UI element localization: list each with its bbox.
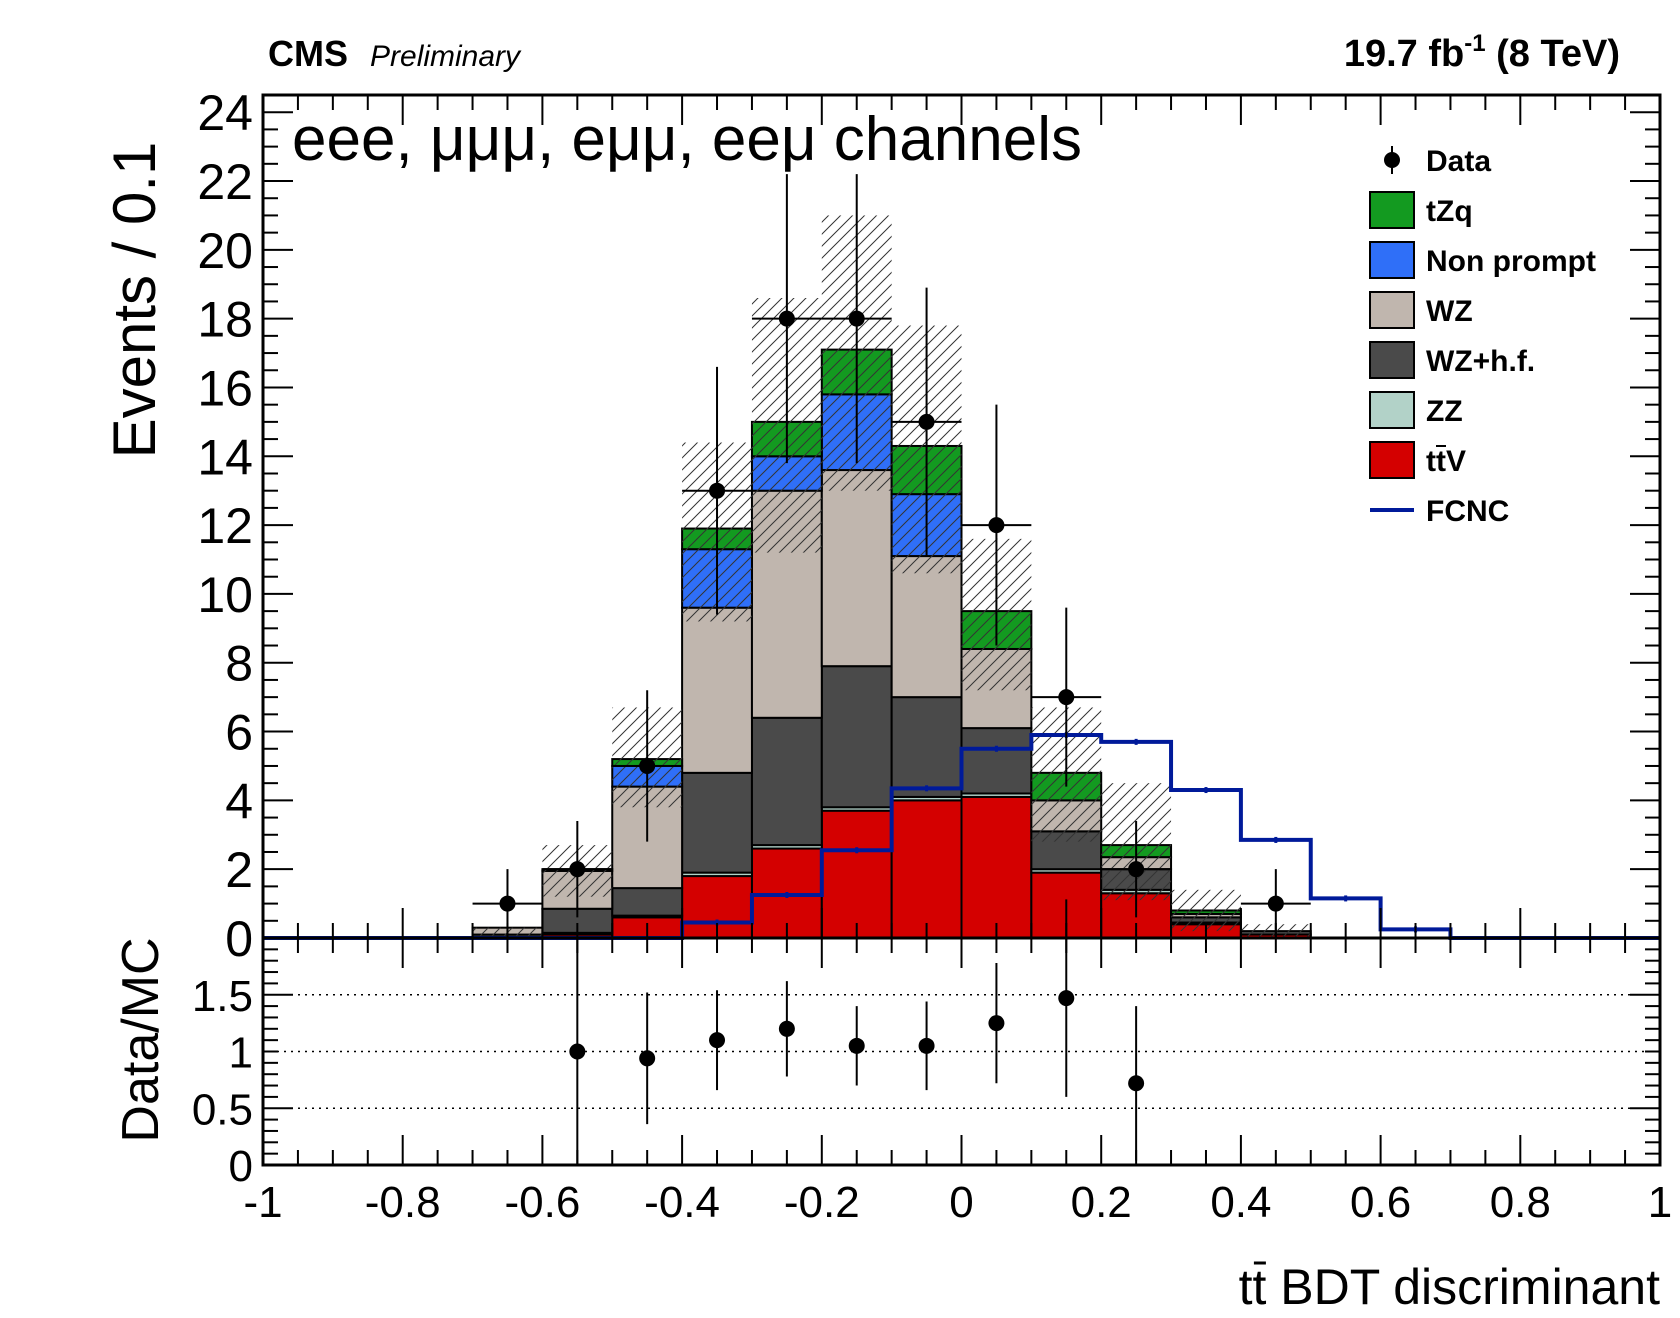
ratio-point-8 [1128,1075,1145,1092]
upper-ytick-label: 6 [225,705,253,761]
legend-swatch-zz [1369,391,1415,429]
ratio-point-7 [1058,990,1075,1007]
x-axis-title: tt BDT discriminant [1239,1259,1661,1315]
lumi-value: 19.7 fb [1344,33,1464,75]
upper-ytick-label: 8 [225,636,253,692]
upper-ytick-label: 18 [197,292,253,348]
data-point-3 [709,482,726,499]
ratio-point-3 [778,1020,795,1037]
upper-ytick-label: 4 [225,773,253,829]
lumi-energy: (8 TeV) [1486,33,1620,75]
bar-wz-h-f--5 [611,887,684,917]
legend-swatch-ttv [1369,441,1415,479]
bar-wz-9 [890,555,963,699]
data-point-0 [499,895,516,912]
xtick-label: 0.4 [1210,1178,1271,1227]
xtick-label: -1 [243,1178,282,1227]
data-point-7 [988,517,1005,534]
bar-wz-h-f--9 [890,696,963,798]
legend-label-non-prompt: Non prompt [1426,245,1596,278]
lower-ytick-label: 1.5 [192,972,253,1021]
lower-axes: 0 0.5 1 1.5 -1 -0.8 -0.6 -0.4 -0.2 0 0.2 0.4 0.6 0.8 1 [192,936,1672,1227]
legend-label-ttv: ttV [1426,445,1466,478]
lower-ytick-label: 0 [229,1142,253,1191]
xtick-label: -0.4 [644,1178,720,1227]
xtick-label: 0 [949,1178,973,1227]
data-point-9 [1128,861,1145,878]
data-point-2 [639,757,656,774]
upper-ytick-label: 0 [225,911,253,967]
legend: Data tZq Non prompt WZ WZ+h.f. ZZ ttV FCNC [1369,145,1596,528]
ratio-point-0 [569,1043,586,1060]
xtick-label: -0.2 [784,1178,860,1227]
xtick-label: 0.8 [1490,1178,1551,1227]
legend-swatch-wz [1369,291,1415,329]
lower-grid [263,994,1660,1109]
lower-y-axis-title: Data/MC [112,937,170,1142]
data-point-10 [1267,895,1284,912]
upper-ytick-label: 16 [197,360,253,416]
legend-swatch-non-prompt [1369,241,1415,279]
lower-ytick-label: 1 [229,1029,253,1078]
legend-data-marker [1384,152,1400,168]
lower-frame [261,936,1662,1167]
bar-wz-h-f--10 [960,727,1033,795]
ratio-point-1 [639,1050,656,1067]
upper-ytick-label: 12 [197,498,253,554]
upper-ytick-label: 24 [197,85,253,141]
ratio-point-5 [918,1037,935,1054]
ratio-point-2 [709,1032,726,1049]
xtick-label: 1 [1648,1178,1672,1227]
upper-ytick-label: 2 [225,842,253,898]
upper-data-points [472,174,1311,938]
cms-header: CMS Preliminary [268,33,522,74]
bar-wz-6 [681,606,753,774]
x-axis-title-main: tt [1239,1259,1267,1315]
data-point-8 [1058,689,1075,706]
legend-label-tzq: tZq [1426,195,1473,228]
legend-label-zz: ZZ [1426,395,1463,428]
legend-label-wz: WZ [1426,295,1473,328]
upper-ytick-label: 10 [197,567,253,623]
data-point-4 [778,310,795,327]
xtick-label: 0.2 [1071,1178,1132,1227]
xtick-label: -0.6 [504,1178,580,1227]
legend-swatch-tzq [1369,191,1415,229]
x-axis-title-tail: BDT discriminant [1266,1259,1660,1315]
bar-ttv-9 [890,799,963,940]
status-label: Preliminary [370,40,522,73]
ratio-point-6 [988,1015,1005,1032]
legend-data-label: Data [1426,145,1491,178]
legend-fcnc-label: FCNC [1426,495,1509,528]
ratio-point-4 [848,1037,865,1054]
bar-ttv-8 [820,809,893,940]
experiment-label: CMS [268,33,348,74]
bar-wz-h-f--6 [681,771,753,874]
bar-ttv-10 [960,795,1033,939]
xtick-label: 0.6 [1350,1178,1411,1227]
xtick-label: -0.8 [365,1178,441,1227]
data-point-5 [848,310,865,327]
bar-wz-8 [820,469,893,668]
data-point-1 [569,861,586,878]
upper-ytick-label: 22 [197,154,253,210]
lower-ytick-label: 0.5 [192,1085,253,1134]
upper-y-axis-title: Events / 0.1 [101,142,168,459]
channel-annotation: eee, μμμ, eμμ, eeμ channels [292,105,1082,174]
ratio-points [569,899,1145,1165]
bar-wz-h-f--7 [750,716,823,847]
legend-label-wz-h-f-: WZ+h.f. [1426,345,1535,378]
lumi-exponent: -1 [1464,30,1485,57]
upper-ytick-label: 14 [197,429,253,485]
lumi-label: 19.7 fb-1 (8 TeV) [1344,30,1620,75]
legend-swatch-wz-h-f- [1369,341,1415,379]
bar-wz-h-f--8 [820,665,893,809]
data-point-6 [918,413,935,430]
upper-ytick-label: 20 [197,223,253,279]
